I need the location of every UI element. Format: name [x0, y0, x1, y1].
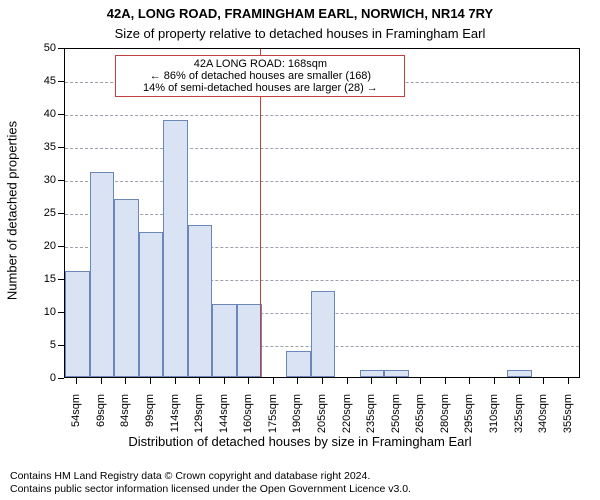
annotation-box: 42A LONG ROAD: 168sqm← 86% of detached h…	[115, 55, 405, 97]
y-tick-label: 5	[30, 339, 56, 351]
x-tick-label: 250sqm	[390, 394, 402, 454]
histogram-bar	[384, 370, 409, 377]
y-axis-label: Number of detached properties	[5, 91, 20, 331]
x-tick-mark	[322, 378, 323, 384]
gridline-h	[65, 214, 579, 215]
histogram-bar	[360, 370, 385, 377]
x-tick-label: 340sqm	[537, 394, 549, 454]
footer-line: Contains HM Land Registry data © Crown c…	[10, 470, 590, 483]
y-tick-label: 30	[30, 174, 56, 186]
x-tick-mark	[519, 378, 520, 384]
x-tick-label: 54sqm	[70, 394, 82, 454]
x-tick-mark	[347, 378, 348, 384]
x-tick-label: 160sqm	[242, 394, 254, 454]
histogram-bar	[212, 304, 237, 377]
y-tick-label: 35	[30, 141, 56, 153]
x-tick-mark	[297, 378, 298, 384]
x-tick-label: 114sqm	[169, 394, 181, 454]
y-tick-mark	[58, 48, 64, 49]
x-tick-label: 99sqm	[144, 394, 156, 454]
y-tick-label: 50	[30, 42, 56, 54]
footer-text: Contains HM Land Registry data © Crown c…	[0, 470, 600, 496]
histogram-bar	[507, 370, 532, 377]
x-tick-label: 205sqm	[316, 394, 328, 454]
y-tick-label: 20	[30, 240, 56, 252]
reference-line	[260, 49, 261, 377]
y-tick-label: 25	[30, 207, 56, 219]
x-tick-label: 175sqm	[267, 394, 279, 454]
x-tick-label: 310sqm	[488, 394, 500, 454]
chart-title-line2: Size of property relative to detached ho…	[0, 26, 600, 41]
x-tick-mark	[371, 378, 372, 384]
histogram-bar	[65, 271, 90, 377]
histogram-bar	[188, 225, 213, 377]
y-tick-mark	[58, 312, 64, 313]
x-tick-label: 69sqm	[95, 394, 107, 454]
x-tick-mark	[248, 378, 249, 384]
x-tick-mark	[445, 378, 446, 384]
y-tick-label: 45	[30, 75, 56, 87]
y-tick-mark	[58, 246, 64, 247]
chart-title-line1: 42A, LONG ROAD, FRAMINGHAM EARL, NORWICH…	[0, 6, 600, 21]
y-tick-label: 10	[30, 306, 56, 318]
x-tick-mark	[224, 378, 225, 384]
y-tick-mark	[58, 378, 64, 379]
histogram-bar	[311, 291, 336, 377]
histogram-bar	[286, 351, 311, 377]
x-tick-label: 129sqm	[193, 394, 205, 454]
x-tick-label: 190sqm	[291, 394, 303, 454]
x-tick-label: 295sqm	[463, 394, 475, 454]
annotation-line: ← 86% of detached houses are smaller (16…	[122, 70, 398, 82]
y-tick-label: 15	[30, 273, 56, 285]
x-tick-label: 355sqm	[562, 394, 574, 454]
chart-wrapper: 42A, LONG ROAD, FRAMINGHAM EARL, NORWICH…	[0, 0, 600, 500]
x-tick-mark	[543, 378, 544, 384]
x-tick-mark	[199, 378, 200, 384]
x-tick-label: 265sqm	[414, 394, 426, 454]
y-tick-mark	[58, 81, 64, 82]
histogram-bar	[139, 232, 164, 377]
x-tick-label: 220sqm	[341, 394, 353, 454]
x-tick-mark	[175, 378, 176, 384]
x-tick-mark	[420, 378, 421, 384]
y-tick-mark	[58, 147, 64, 148]
histogram-bar	[90, 172, 115, 377]
x-tick-label: 235sqm	[365, 394, 377, 454]
x-tick-mark	[273, 378, 274, 384]
gridline-h	[65, 115, 579, 116]
footer-line: Contains public sector information licen…	[10, 483, 590, 496]
y-tick-mark	[58, 114, 64, 115]
y-tick-mark	[58, 180, 64, 181]
y-tick-label: 40	[30, 108, 56, 120]
histogram-bar	[114, 199, 139, 377]
gridline-h	[65, 148, 579, 149]
x-tick-mark	[150, 378, 151, 384]
y-tick-mark	[58, 345, 64, 346]
plot-area: 42A LONG ROAD: 168sqm← 86% of detached h…	[64, 48, 580, 378]
annotation-line: 14% of semi-detached houses are larger (…	[122, 82, 398, 94]
annotation-line: 42A LONG ROAD: 168sqm	[122, 58, 398, 70]
histogram-bar	[163, 120, 188, 377]
x-tick-label: 84sqm	[119, 394, 131, 454]
x-tick-mark	[396, 378, 397, 384]
x-tick-label: 144sqm	[218, 394, 230, 454]
y-tick-mark	[58, 213, 64, 214]
y-tick-mark	[58, 279, 64, 280]
y-tick-label: 0	[30, 372, 56, 384]
x-tick-mark	[494, 378, 495, 384]
x-tick-mark	[469, 378, 470, 384]
gridline-h	[65, 181, 579, 182]
x-tick-label: 280sqm	[439, 394, 451, 454]
x-tick-mark	[568, 378, 569, 384]
x-tick-mark	[76, 378, 77, 384]
histogram-bar	[237, 304, 262, 377]
x-tick-mark	[125, 378, 126, 384]
x-tick-mark	[101, 378, 102, 384]
x-tick-label: 325sqm	[513, 394, 525, 454]
